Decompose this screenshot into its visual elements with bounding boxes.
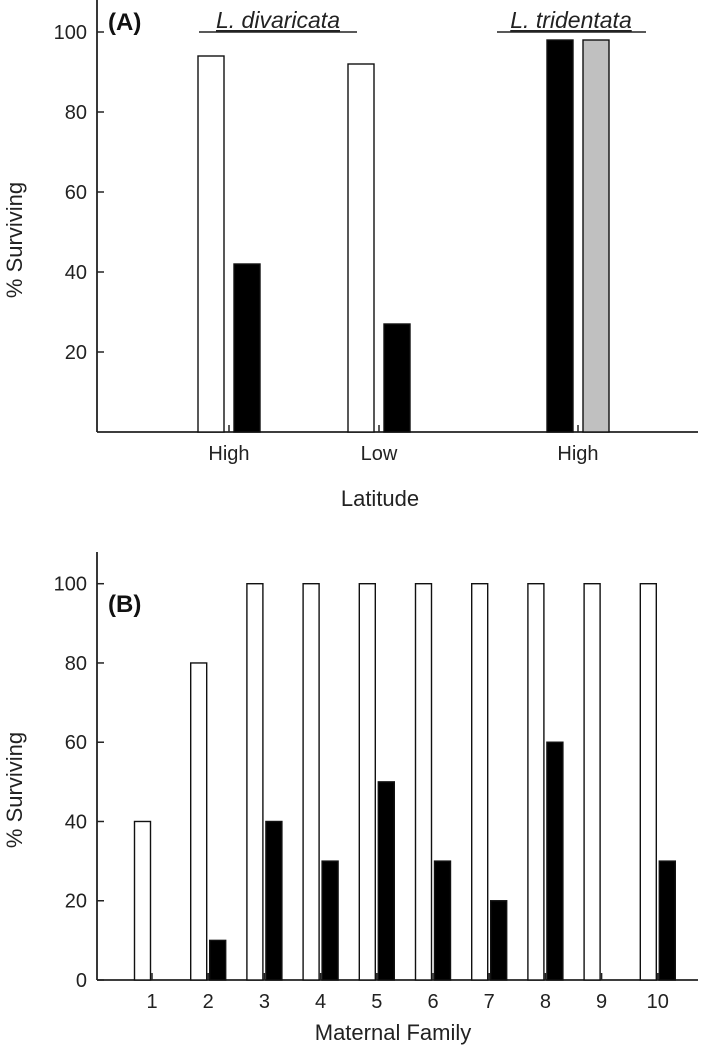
bar: [302, 583, 320, 981]
panel-a-y-tick-label: 100: [54, 22, 87, 44]
panel-b-x-axis-label: Maternal Family: [315, 1020, 471, 1045]
panel-b-x-tick-label: 7: [484, 991, 495, 1013]
panel-a-x-axis-label: Latitude: [341, 486, 419, 511]
panel-a-label: (A): [108, 9, 141, 36]
bar: [233, 263, 261, 433]
panel-b-y-tick-label: 40: [65, 811, 87, 833]
bar: [414, 583, 433, 981]
panel-b-x-tick-label: 8: [540, 991, 551, 1013]
bar: [265, 820, 283, 981]
panel-a-y-tick-label: 80: [65, 102, 87, 124]
panel-b-x-tick-label: 9: [596, 991, 607, 1013]
panel-b-y-axis-label: % Surviving: [2, 732, 27, 848]
panel-a-y-axis-label: % Surviving: [2, 182, 27, 298]
panel-b-x-tick-label: 2: [203, 991, 214, 1013]
bar: [582, 39, 610, 433]
bar: [383, 323, 411, 433]
bar: [546, 39, 574, 433]
panel-b-x-tick-label: 6: [427, 991, 438, 1013]
panel-b-y-tick-label: 20: [65, 891, 87, 913]
panel-a-x-tick-label: High: [557, 443, 598, 465]
panel-b-y-tick-label: 80: [65, 653, 87, 675]
panel-b-label: (B): [108, 591, 141, 618]
bar: [358, 583, 376, 981]
panel-b-x-tick-label: 4: [315, 991, 326, 1013]
bar: [347, 63, 375, 433]
panel-a-x-tick-label: High: [208, 443, 249, 465]
panel-a-x-tick-label: Low: [361, 443, 398, 465]
panel-b-y-tick-label: 60: [65, 732, 87, 754]
panel-a: (A) L. divaricata L. tridentata Latitude…: [2, 0, 698, 511]
bar: [546, 741, 564, 981]
panel-b-y-tick-label: 100: [54, 574, 87, 596]
bar: [639, 583, 657, 981]
species-header-l-divaricata: L. divaricata: [216, 7, 340, 33]
panel-b-x-tick-label: 3: [259, 991, 270, 1013]
bar: [197, 55, 225, 433]
bar: [377, 781, 395, 981]
panel-a-y-tick-label: 20: [65, 342, 87, 364]
panel-a-y-tick-label: 60: [65, 182, 87, 204]
bar: [133, 820, 152, 981]
bar: [208, 939, 227, 981]
bar: [471, 583, 489, 981]
bar: [246, 583, 264, 981]
panel-b-y-tick-label: 0: [76, 970, 87, 992]
bar: [433, 860, 452, 981]
panel-b-x-tick-label: 1: [146, 991, 157, 1013]
panel-b: (B) Maternal Family % Surviving 0 20 40 60 8…: [2, 552, 698, 1045]
panel-a-y-tick-label: 40: [65, 262, 87, 284]
panel-b-x-tick-label: 5: [371, 991, 382, 1013]
bar: [527, 583, 545, 981]
bar: [321, 860, 339, 981]
bar: [490, 900, 508, 981]
panel-b-x-tick-label: 10: [647, 991, 669, 1013]
species-header-l-tridentata: L. tridentata: [510, 7, 631, 33]
bar: [189, 662, 208, 981]
bar: [658, 860, 676, 981]
bar: [583, 583, 601, 981]
